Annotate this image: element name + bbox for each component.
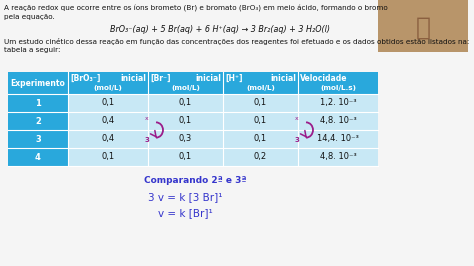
Text: 4,8. 10⁻³: 4,8. 10⁻³ [319,152,356,161]
Bar [8,148,378,166]
Text: 3: 3 [35,135,41,143]
Text: Um estudo cinético dessa reação em função das concentrações dos reagentes foi ef: Um estudo cinético dessa reação em funçã… [4,38,469,45]
Text: 0,1: 0,1 [254,98,267,107]
Text: 0,1: 0,1 [179,117,192,126]
Bar [8,72,378,94]
Text: 3: 3 [145,137,149,143]
Bar [8,94,68,112]
Text: 4,8. 10⁻³: 4,8. 10⁻³ [319,117,356,126]
Text: x: x [145,117,149,122]
Text: [BrO₃⁻]: [BrO₃⁻] [70,74,100,83]
Text: 1: 1 [35,98,41,107]
Text: inicial: inicial [120,74,146,83]
Text: 0,4: 0,4 [101,117,115,126]
Text: (mol/L): (mol/L) [171,85,200,91]
Text: [Br⁻]: [Br⁻] [150,74,171,83]
Text: inicial: inicial [270,74,296,83]
Text: 0,1: 0,1 [254,117,267,126]
Text: (mol/L): (mol/L) [246,85,275,91]
Text: 0,1: 0,1 [101,98,115,107]
Text: inicial: inicial [195,74,221,83]
Text: 0,4: 0,4 [101,135,115,143]
Text: 0,1: 0,1 [179,98,192,107]
Bar [8,112,378,130]
Text: tabela a seguir:: tabela a seguir: [4,47,61,53]
Text: 14,4. 10⁻³: 14,4. 10⁻³ [317,135,359,143]
Text: Velocidade: Velocidade [300,74,347,83]
Text: BrO₃⁻(aq) + 5 Br(aq) + 6 H⁺(aq) → 3 Br₂(aq) + 3 H₂O(l): BrO₃⁻(aq) + 5 Br(aq) + 6 H⁺(aq) → 3 Br₂(… [110,25,330,34]
Bar [378,0,468,52]
Text: Experimento: Experimento [10,78,65,88]
Text: 0,3: 0,3 [179,135,192,143]
Bar [8,94,378,112]
Text: A reação redox que ocorre entre os íons brometo (Br) e bromato (BrO₃) em meio ác: A reação redox que ocorre entre os íons … [4,5,388,12]
Text: 0,2: 0,2 [254,152,267,161]
Text: 0,1: 0,1 [179,152,192,161]
Text: 0,1: 0,1 [101,152,115,161]
Bar [8,148,68,166]
Text: Comparando 2ª e 3ª: Comparando 2ª e 3ª [144,176,246,185]
Text: (mol/L): (mol/L) [93,85,122,91]
Bar [8,130,68,148]
Bar [8,112,68,130]
Text: x: x [295,117,299,122]
Text: [H⁺]: [H⁺] [225,74,243,83]
Text: 4: 4 [35,152,41,161]
Text: 1,2. 10⁻³: 1,2. 10⁻³ [319,98,356,107]
Text: 👤: 👤 [416,16,430,40]
Text: 3: 3 [294,137,300,143]
Bar [8,130,378,148]
Text: 3 v = k [3 Br]¹: 3 v = k [3 Br]¹ [148,192,222,202]
Text: (mol/L.s): (mol/L.s) [320,85,356,91]
Text: 2: 2 [35,117,41,126]
Text: pela equação.: pela equação. [4,14,55,20]
Text: 0,1: 0,1 [254,135,267,143]
Text: v = k [Br]¹: v = k [Br]¹ [158,208,212,218]
